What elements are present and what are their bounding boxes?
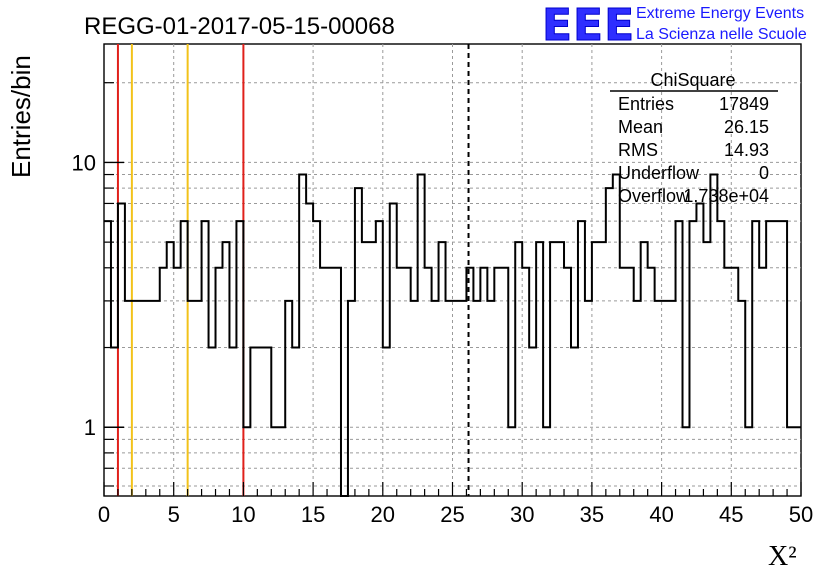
- stats-value: 17849: [719, 94, 769, 114]
- stats-label: Mean: [618, 117, 663, 137]
- x-tick-label: 5: [168, 502, 180, 527]
- eee-logo: EEE Extreme Energy Events La Scienza nel…: [542, 0, 807, 52]
- x-axis-title: X²: [768, 541, 797, 572]
- x-tick-label: 30: [510, 502, 534, 527]
- stats-rows: Entries 17849 Mean 26.15 RMS 14.93 Underflow 0 O…: [618, 94, 769, 206]
- x-tick-labels: 0 5 10 15 20 25 30 35 40 45 50: [98, 502, 813, 527]
- eee-logo-mark: EEE: [542, 0, 635, 51]
- x-tick-label: 50: [789, 502, 813, 527]
- x-tick-label: 45: [719, 502, 743, 527]
- x-tick-label: 40: [649, 502, 673, 527]
- axis-ticks: [103, 82, 802, 496]
- grid-lines: [104, 44, 801, 496]
- y-axis-title: Entries/bin: [6, 55, 36, 178]
- x-tick-label: 10: [231, 502, 255, 527]
- y-tick-label: 1: [84, 415, 96, 440]
- x-tick-label: 20: [371, 502, 395, 527]
- y-tick-label: 10: [72, 150, 96, 175]
- stats-label: RMS: [618, 140, 658, 160]
- y-tick-labels: 1 10: [72, 150, 96, 440]
- stats-value: 1.738e+04: [683, 186, 769, 206]
- stats-box: ChiSquare Entries 17849 Mean 26.15 RMS 14.93 U…: [610, 70, 778, 206]
- eee-logo-line1: Extreme Energy Events: [636, 5, 804, 22]
- x-tick-label: 25: [440, 502, 464, 527]
- stats-value: 26.15: [724, 117, 769, 137]
- histogram-outline: [104, 173, 801, 497]
- x-tick-label: 0: [98, 502, 110, 527]
- eee-logo-line2: La Scienza nelle Scuole: [636, 26, 807, 43]
- stats-label: Underflow: [618, 163, 700, 183]
- stats-label: Entries: [618, 94, 674, 114]
- stats-value: 14.93: [724, 140, 769, 160]
- reference-lines: [116, 44, 470, 496]
- x-tick-label: 35: [580, 502, 604, 527]
- stats-label: Overflow: [618, 186, 690, 206]
- stats-value: 0: [759, 163, 769, 183]
- stats-title: ChiSquare: [650, 70, 735, 90]
- x-tick-label: 15: [301, 502, 325, 527]
- run-title: REGG-01-2017-05-15-00068: [84, 13, 395, 40]
